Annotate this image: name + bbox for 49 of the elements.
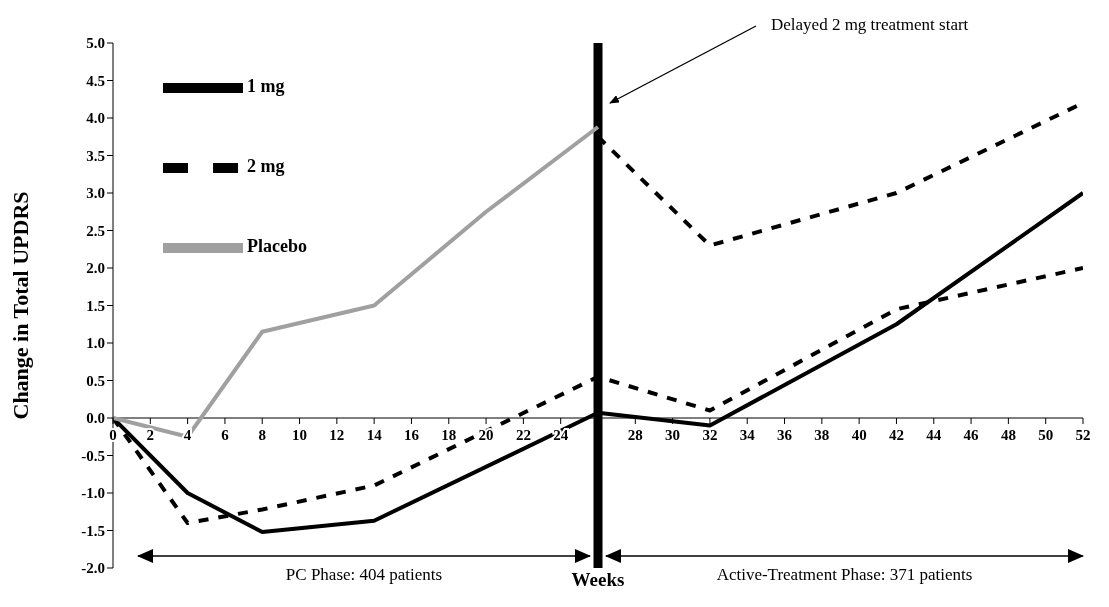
x-tick-label: 0 xyxy=(109,427,117,443)
y-tick-label: -1.5 xyxy=(81,522,105,539)
y-tick-label: 4.5 xyxy=(86,72,105,89)
y-tick-label: 2.5 xyxy=(86,222,105,239)
x-tick-label: 52 xyxy=(1075,427,1091,443)
x-tick-label: 4 xyxy=(183,427,192,443)
text: Delayed 2 mg treatment start xyxy=(771,15,969,34)
x-tick-label: 42 xyxy=(888,427,904,443)
y-tick-label: -2.0 xyxy=(81,560,105,577)
y-tick-label: 1.0 xyxy=(86,335,105,352)
x-tick-label: 30 xyxy=(665,427,681,443)
y-tick-label: 5.0 xyxy=(86,35,105,52)
y-tick-label: 3.0 xyxy=(86,185,105,202)
x-tick-label: 18 xyxy=(441,427,457,443)
x-tick-label: 10 xyxy=(292,427,308,443)
x-tick-label: 2 xyxy=(146,427,155,443)
y-axis-title: Change in Total UPDRS xyxy=(7,191,33,420)
x-tick-label: 44 xyxy=(926,427,942,443)
y-tick-label: 0.5 xyxy=(86,372,105,389)
legend-label: 2 mg xyxy=(247,156,285,177)
legend-label: Placebo xyxy=(247,236,307,257)
x-tick-label: 8 xyxy=(258,427,266,443)
y-tick-label: 3.5 xyxy=(86,147,105,164)
x-tick-label: 32 xyxy=(702,427,718,443)
x-axis-title: Weeks xyxy=(571,569,625,590)
x-tick-label: 46 xyxy=(963,427,980,443)
x-tick-label: 20 xyxy=(478,427,494,443)
x-tick-label: 36 xyxy=(777,427,793,443)
x-tick-label: 34 xyxy=(739,427,756,443)
x-tick-label: 12 xyxy=(329,427,345,443)
x-tick-label: 22 xyxy=(515,427,531,443)
x-tick-label: 40 xyxy=(851,427,867,443)
annotation: Active-Treatment Phase: 371 patients xyxy=(716,565,973,584)
x-tick-label: 16 xyxy=(403,427,420,443)
y-tick-label: -0.5 xyxy=(81,447,105,464)
x-tick-label: 38 xyxy=(814,427,830,443)
x-tick-label: 6 xyxy=(221,427,230,443)
legend-label: 1 mg xyxy=(247,76,285,97)
x-tick-label: 28 xyxy=(627,427,643,443)
y-tick-label: 0.0 xyxy=(86,410,105,427)
y-tick-label: -1.0 xyxy=(81,485,105,502)
x-tick-label: 14 xyxy=(366,427,383,443)
annotation: PC Phase: 404 patients xyxy=(285,565,443,584)
y-tick-label: 2.0 xyxy=(86,260,105,277)
x-tick-label: 50 xyxy=(1038,427,1054,443)
x-tick-label: 48 xyxy=(1000,427,1016,443)
y-tick-label: 1.5 xyxy=(86,297,105,314)
y-tick-label: 4.0 xyxy=(86,110,105,127)
x-tick-label: 24 xyxy=(553,427,569,443)
